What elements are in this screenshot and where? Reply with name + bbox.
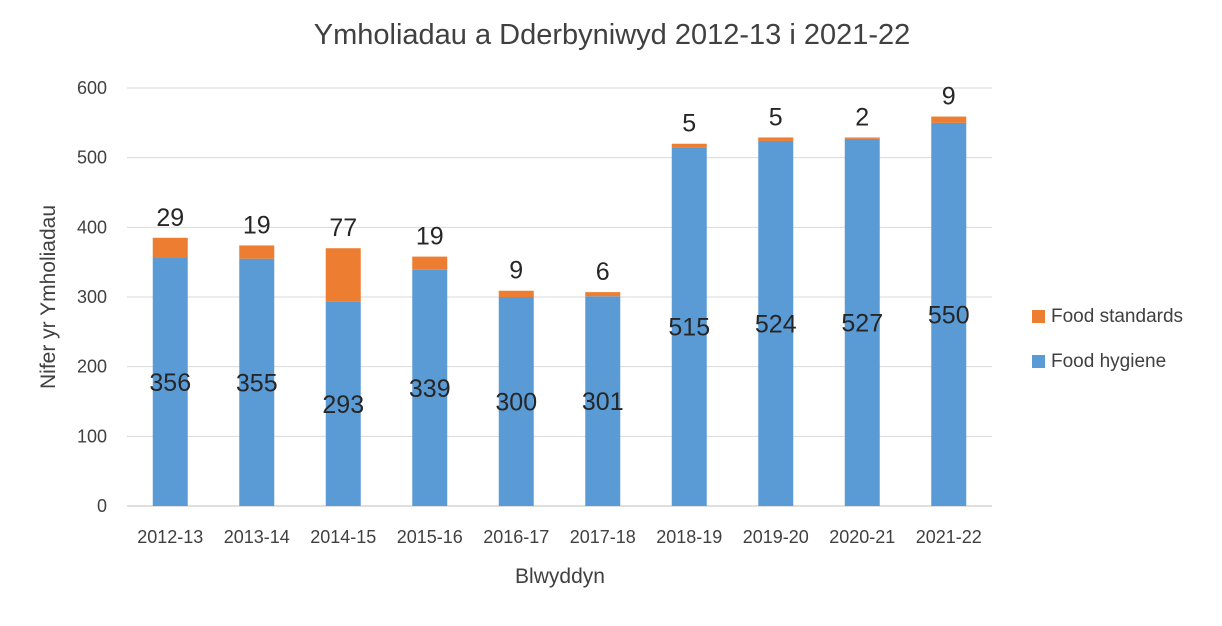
data-label-food-hygiene: 524 — [755, 310, 797, 338]
bar-food-hygiene — [412, 269, 448, 506]
chart-title: Ymholiadau a Dderbyniwyd 2012-13 i 2021-… — [314, 19, 911, 51]
legend-label: Food hygiene — [1051, 351, 1166, 372]
y-tick-label: 100 — [77, 426, 107, 446]
bar-food-standards — [152, 237, 188, 258]
x-tick-label: 2012-13 — [137, 527, 203, 547]
data-label-food-hygiene: 339 — [409, 375, 451, 403]
x-tick-label: 2018-19 — [656, 527, 722, 547]
y-tick-label: 400 — [77, 217, 107, 237]
data-label-food-standards: 77 — [329, 214, 357, 242]
x-tick-label: 2020-21 — [829, 527, 895, 547]
y-tick-label: 0 — [97, 496, 107, 516]
y-tick-label: 300 — [77, 287, 107, 307]
x-tick-label: 2019-20 — [743, 527, 809, 547]
data-label-food-hygiene: 355 — [236, 369, 278, 397]
data-label-food-hygiene: 527 — [841, 309, 883, 337]
data-label-food-standards: 6 — [596, 258, 610, 286]
bar-food-standards — [325, 248, 361, 302]
x-tick-label: 2013-14 — [224, 527, 290, 547]
x-axis-title: Blwyddyn — [515, 565, 605, 588]
bar-food-hygiene — [671, 147, 707, 506]
bars — [152, 116, 967, 507]
y-axis-title: Nifer yr Ymholiadau — [37, 205, 60, 389]
data-label-food-standards: 29 — [156, 204, 184, 232]
bar-food-standards — [671, 143, 707, 148]
y-tick-label: 200 — [77, 357, 107, 377]
bar-food-hygiene — [585, 296, 621, 506]
bar-food-standards — [844, 137, 880, 139]
data-label-food-standards: 2 — [855, 103, 869, 131]
data-label-food-hygiene: 293 — [322, 391, 364, 419]
bar-food-standards — [758, 137, 794, 141]
x-tick-label: 2021-22 — [916, 527, 982, 547]
x-tick-label: 2014-15 — [310, 527, 376, 547]
data-label-food-standards: 5 — [769, 103, 783, 131]
legend-swatch — [1032, 355, 1045, 368]
data-label-food-hygiene: 550 — [928, 301, 970, 329]
bar-food-hygiene — [152, 257, 188, 506]
legend-label: Food standards — [1051, 306, 1183, 327]
bar-food-hygiene — [498, 297, 534, 506]
legend-swatch — [1032, 310, 1045, 323]
bar-food-hygiene — [758, 140, 794, 507]
x-tick-label: 2017-18 — [570, 527, 636, 547]
data-label-food-standards: 9 — [942, 83, 956, 111]
data-label-food-hygiene: 515 — [668, 314, 710, 342]
data-label-food-standards: 9 — [509, 257, 523, 285]
y-tick-label: 600 — [77, 78, 107, 98]
bar-food-hygiene — [931, 122, 967, 506]
data-label-food-standards: 19 — [243, 211, 271, 239]
data-labels: 3562935519293773391930093016515552455272… — [149, 83, 969, 419]
bar-food-standards — [585, 292, 621, 297]
y-tick-label: 500 — [77, 148, 107, 168]
bar-food-standards — [239, 245, 275, 259]
legend: Food standards Food hygiene — [1032, 306, 1183, 372]
data-label-food-standards: 5 — [682, 110, 696, 138]
data-label-food-hygiene: 300 — [495, 389, 537, 417]
bar-food-standards — [412, 256, 448, 270]
bar-food-standards — [931, 116, 967, 123]
bar-food-standards — [498, 290, 534, 297]
bar-food-hygiene — [844, 138, 880, 506]
data-label-food-hygiene: 356 — [149, 369, 191, 397]
x-tick-label: 2016-17 — [483, 527, 549, 547]
y-axis-ticks: 0 100 200 300 400 500 600 — [77, 78, 107, 516]
x-axis-ticks: 2012-13 2013-14 2014-15 2015-16 2016-17 2017-… — [137, 527, 982, 547]
data-label-food-standards: 19 — [416, 223, 444, 251]
bar-food-hygiene — [239, 258, 275, 506]
x-tick-label: 2015-16 — [397, 527, 463, 547]
data-label-food-hygiene: 301 — [582, 388, 624, 416]
bar-food-hygiene — [325, 301, 361, 506]
